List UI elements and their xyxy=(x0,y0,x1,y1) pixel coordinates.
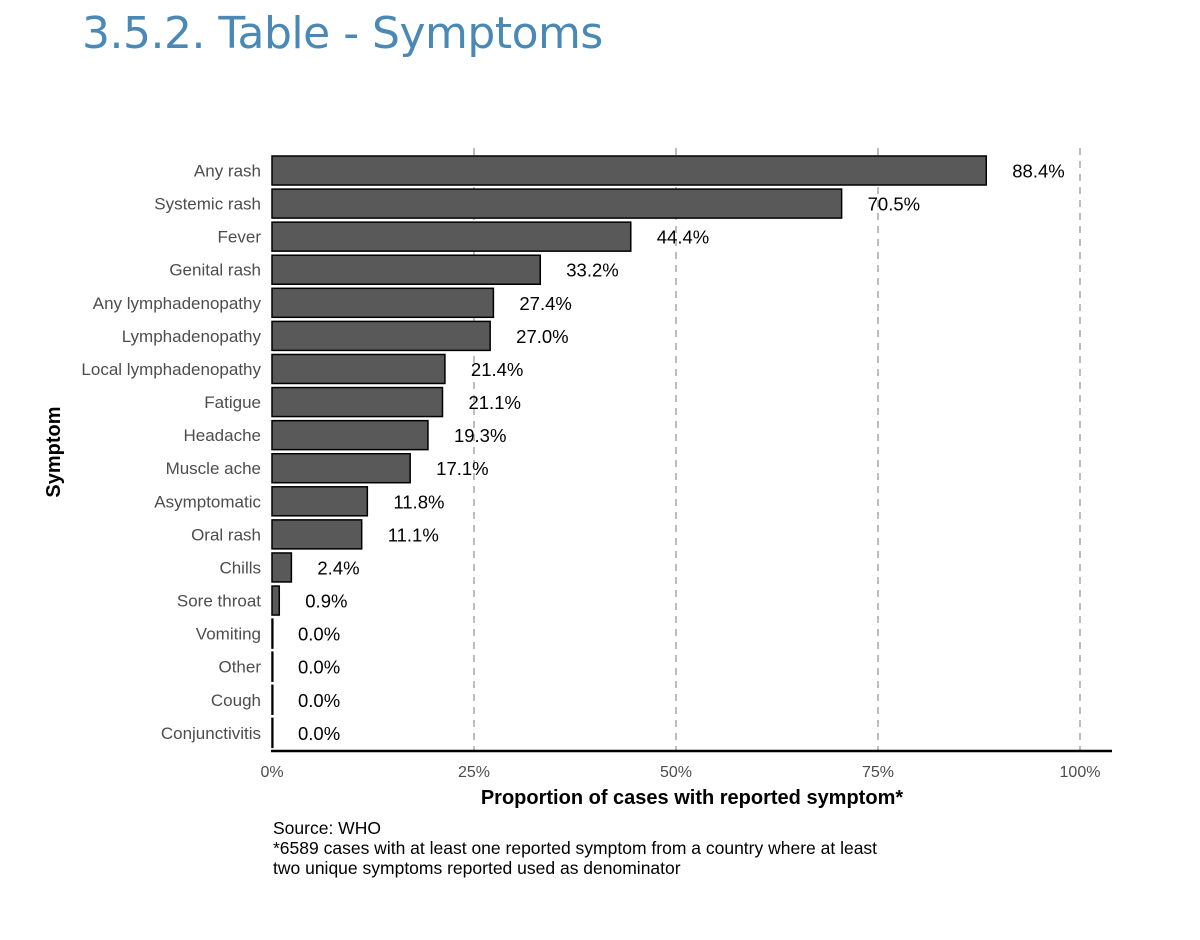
bar-local-lymphadenopathy xyxy=(271,353,446,385)
chart-caption: Source: WHO *6589 cases with at least on… xyxy=(273,818,877,878)
category-label: Fatigue xyxy=(204,393,261,412)
category-label: Cough xyxy=(211,691,261,710)
category-label: Asymptomatic xyxy=(154,492,261,511)
value-label: 70.5% xyxy=(868,194,920,215)
bar-muscle-ache xyxy=(271,452,411,484)
value-label: 27.0% xyxy=(516,326,568,347)
value-label: 19.3% xyxy=(454,425,506,446)
denominator-note-line-2: two unique symptoms reported used as den… xyxy=(273,858,681,878)
value-label: 11.1% xyxy=(388,524,439,545)
category-label: Sore throat xyxy=(177,592,261,611)
bar-headache xyxy=(271,419,429,451)
value-label: 0.0% xyxy=(298,657,340,678)
value-label: 88.4% xyxy=(1012,161,1064,182)
category-label: Any rash xyxy=(194,162,261,181)
category-label: Conjunctivitis xyxy=(161,724,261,743)
bar-systemic-rash xyxy=(271,188,843,219)
x-tick-label: 75% xyxy=(862,764,894,781)
category-label: Genital rash xyxy=(169,261,261,280)
category-label: Vomiting xyxy=(196,625,261,644)
bar-chills xyxy=(271,552,293,583)
x-tick-label: 50% xyxy=(660,764,692,781)
bar-lymphadenopathy xyxy=(271,320,491,352)
bar-other xyxy=(271,651,274,682)
y-axis-title: Symptom xyxy=(43,406,65,497)
value-label: 0.0% xyxy=(298,690,340,711)
bar-sore-throat xyxy=(271,585,281,616)
category-label: Other xyxy=(218,658,261,677)
category-label: Systemic rash xyxy=(154,195,261,214)
category-label: Oral rash xyxy=(191,525,261,544)
bar-fever xyxy=(271,221,632,252)
bar-conjunctivitis xyxy=(271,717,274,749)
bar-asymptomatic xyxy=(271,486,369,517)
x-tick-label: 0% xyxy=(260,764,283,781)
category-label: Muscle ache xyxy=(166,459,261,478)
bar-cough xyxy=(271,684,274,716)
value-label: 0.0% xyxy=(298,723,340,744)
value-label: 44.4% xyxy=(657,227,709,248)
value-label: 2.4% xyxy=(317,557,359,578)
bar-any-rash xyxy=(271,155,988,186)
denominator-note-line-1: *6589 cases with at least one reported s… xyxy=(273,838,878,858)
value-label: 17.1% xyxy=(436,458,488,479)
value-label: 0.9% xyxy=(305,591,347,612)
category-label: Any lymphadenopathy xyxy=(93,294,262,313)
bar-oral-rash xyxy=(271,519,363,550)
value-label: 21.1% xyxy=(468,392,520,413)
value-label: 0.0% xyxy=(298,624,340,645)
x-axis-title: Proportion of cases with reported sympto… xyxy=(481,787,904,809)
category-label: Local lymphadenopathy xyxy=(81,360,261,379)
value-label: 27.4% xyxy=(519,293,571,314)
category-label: Lymphadenopathy xyxy=(122,327,262,346)
bar-genital-rash xyxy=(271,254,542,285)
x-tick-label: 100% xyxy=(1060,764,1101,781)
bar-fatigue xyxy=(271,386,444,418)
bar-vomiting xyxy=(271,618,274,649)
category-label: Fever xyxy=(218,228,262,247)
page-title: 3.5.2. Table - Symptoms xyxy=(82,8,603,59)
category-label: Headache xyxy=(183,426,261,445)
source-note: Source: WHO xyxy=(273,818,381,838)
value-label: 21.4% xyxy=(471,359,523,380)
category-label: Chills xyxy=(219,558,261,577)
value-label: 33.2% xyxy=(566,260,618,281)
x-tick-label: 25% xyxy=(458,764,490,781)
bar-any-lymphadenopathy xyxy=(271,287,495,319)
value-label: 11.8% xyxy=(393,491,444,512)
